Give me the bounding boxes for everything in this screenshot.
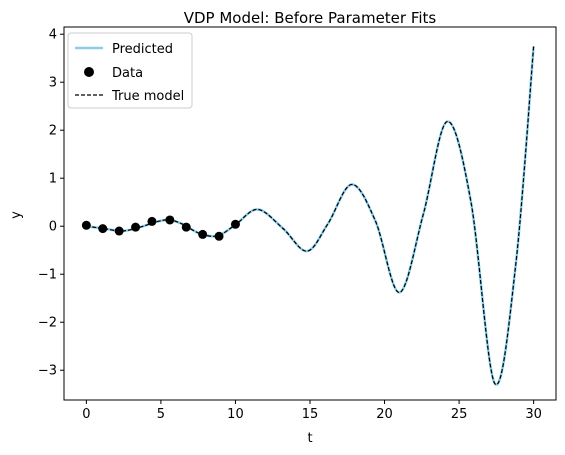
x-tick-label: 0 [82,407,90,422]
legend-data-swatch [84,67,94,77]
data-point [147,216,157,226]
legend-data-label: Data [112,66,143,81]
y-tick-label: −3 [38,364,57,379]
y-tick-label: 0 [49,220,57,235]
legend-true-model-label: True model [111,89,184,104]
legend-box [67,32,193,109]
x-axis-label: t [307,431,312,446]
legend: Predicted Data True model [67,32,193,109]
y-tick-label: 4 [49,28,57,43]
chart-title: VDP Model: Before Parameter Fits [184,9,437,27]
x-tick-label: 15 [302,407,319,422]
axis-ticks: 0 5 10 15 20 25 30 −3 −2 −1 0 1 2 3 4 [38,28,542,422]
y-tick-label: −2 [38,316,57,331]
y-tick-label: 2 [49,124,57,139]
y-tick-label: 3 [49,76,57,91]
data-point [181,222,191,232]
series-true-model-line [86,46,535,386]
x-tick-label: 30 [525,407,542,422]
y-axis-label: y [9,211,24,219]
x-tick-label: 10 [227,407,244,422]
data-point [81,220,91,230]
series-layer [81,46,535,386]
y-tick-label: 1 [49,172,57,187]
x-tick-label: 5 [157,407,165,422]
data-point [131,222,141,232]
x-tick-label: 20 [376,407,393,422]
legend-predicted-label: Predicted [112,42,173,57]
data-point [98,224,108,234]
y-tick-label: −1 [38,268,57,283]
x-tick-label: 25 [451,407,468,422]
